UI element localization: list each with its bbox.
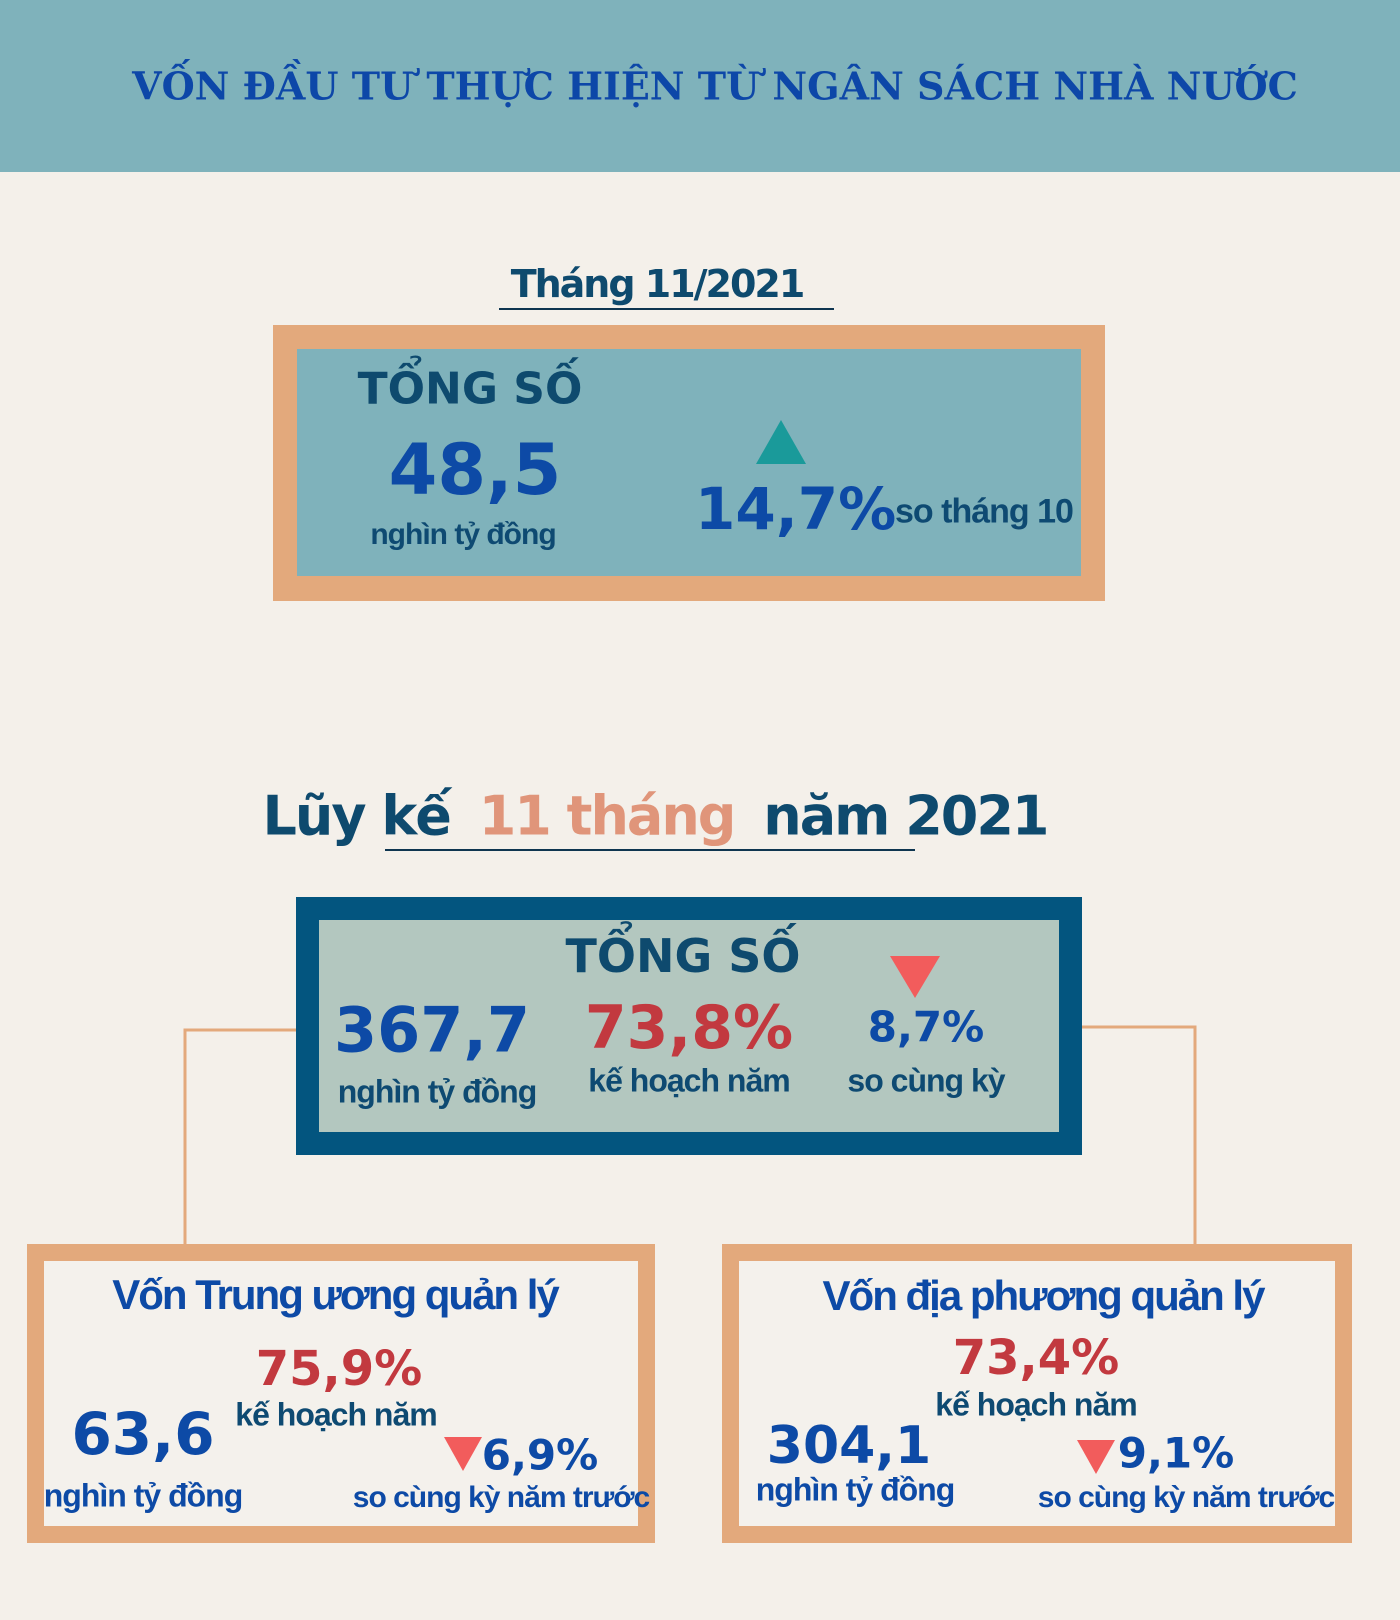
box-inner	[297, 349, 1081, 576]
section-heading: Tháng 11/2021	[510, 262, 806, 306]
section-heading: Lũy kế 11 tháng năm 2021	[262, 784, 1049, 848]
total-label: TỔNG SỐ	[565, 929, 801, 983]
box-title: Vốn địa phương quản lý	[822, 1272, 1266, 1319]
change-value: 8,7%	[867, 1002, 985, 1052]
change-note: so cùng kỳ năm trước	[352, 1481, 650, 1514]
change-value: 14,7%	[695, 475, 897, 543]
heading-part: năm 2021	[763, 784, 1049, 848]
box-inner	[739, 1261, 1335, 1526]
header-bar	[0, 0, 1400, 172]
plan-value: 75,9%	[255, 1341, 423, 1397]
underline	[385, 849, 915, 851]
total-value: 48,5	[388, 429, 562, 511]
box-inner	[319, 920, 1059, 1132]
plan-note: kế hoạch năm	[588, 1062, 790, 1099]
underline	[499, 308, 834, 310]
down-arrow	[444, 1437, 482, 1471]
plan-value: 73,8%	[584, 993, 794, 1063]
value: 304,1	[766, 1416, 932, 1476]
plan-value: 73,4%	[952, 1330, 1120, 1386]
unit: nghìn tỷ đồng	[755, 1471, 955, 1508]
box-title: Vốn Trung ương quản lý	[112, 1271, 560, 1318]
plan-note: kế hoạch năm	[235, 1396, 437, 1433]
unit: nghìn tỷ đồng	[337, 1073, 537, 1110]
unit: nghìn tỷ đồng	[370, 518, 556, 551]
change-note: so tháng 10	[895, 492, 1074, 531]
heading-part: Lũy kế	[262, 784, 451, 848]
plan-note: kế hoạch năm	[935, 1386, 1137, 1423]
down-arrow	[1077, 1440, 1115, 1474]
down-arrow	[890, 956, 940, 998]
change-value: 6,9%	[481, 1430, 599, 1480]
change-note: so cùng kỳ năm trước	[1037, 1481, 1335, 1514]
change-note: so cùng kỳ	[847, 1062, 1005, 1099]
total-label: TỔNG SỐ	[357, 363, 583, 415]
up-arrow	[756, 420, 806, 464]
box-inner	[44, 1261, 638, 1526]
header-title: VỐN ĐẦU TƯ THỰC HIỆN TỪ NGÂN SÁCH NHÀ NƯ…	[132, 63, 1298, 109]
value: 63,6	[71, 1400, 215, 1468]
change-value: 9,1%	[1117, 1428, 1235, 1478]
unit: nghìn tỷ đồng	[43, 1477, 243, 1514]
total-value: 367,7	[333, 993, 531, 1067]
heading-highlight: 11 tháng	[478, 784, 737, 848]
